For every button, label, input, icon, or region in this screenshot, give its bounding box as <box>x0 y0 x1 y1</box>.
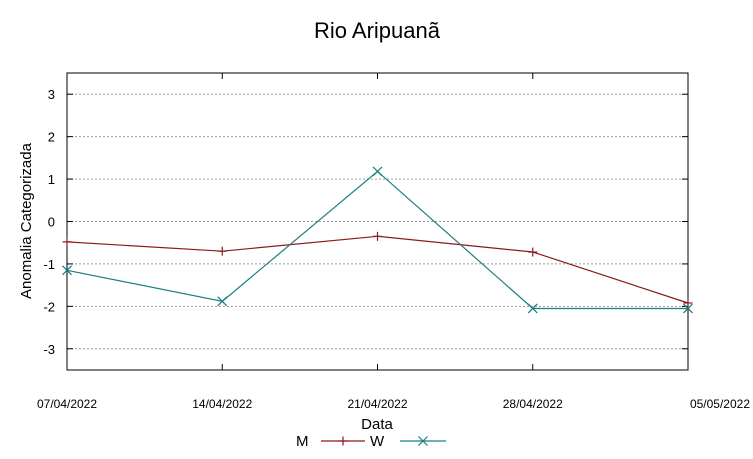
grid <box>67 93 688 350</box>
legend-swatch-m <box>321 436 365 446</box>
chart-title: Rio Aripuanã <box>314 18 441 43</box>
data-point-w <box>683 303 693 314</box>
y-tick-label: 3 <box>48 87 55 102</box>
data-point-m <box>373 231 382 241</box>
y-tick-label: -2 <box>43 299 55 314</box>
data-point-w <box>62 265 72 276</box>
data-point-w <box>527 303 538 314</box>
legend-swatch-w <box>400 436 446 446</box>
legend-label-w: W <box>370 433 385 450</box>
legend-marker <box>418 436 428 446</box>
y-tick-label: 0 <box>48 215 55 230</box>
data-point-w <box>372 166 383 177</box>
x-axis-ticks: 07/04/2022 14/04/2022 21/04/2022 28/04/2022… <box>37 73 750 411</box>
y-axis-ticks: -3 -2 -1 0 1 2 3 <box>43 87 688 357</box>
y-tick-label: 2 <box>48 130 55 145</box>
x-tick-label: 07/04/2022 <box>37 397 97 411</box>
y-axis-label: Anomalia Categorizada <box>18 142 35 299</box>
series-line-m <box>66 235 689 304</box>
data-point-w <box>217 296 228 307</box>
legend: M W <box>296 433 446 450</box>
series-layer <box>62 166 693 314</box>
x-axis-label: Data <box>361 416 393 433</box>
x-tick-label: 14/04/2022 <box>192 397 252 411</box>
data-point-m <box>528 247 538 257</box>
legend-label-m: M <box>296 433 309 450</box>
x-tick-label: 05/05/2022 <box>690 397 750 411</box>
y-tick-label: -3 <box>43 342 55 357</box>
data-point-m <box>217 246 227 256</box>
data-point-m <box>683 298 693 308</box>
x-tick-label: 21/04/2022 <box>347 397 407 411</box>
x-tick-label: 28/04/2022 <box>503 397 563 411</box>
y-tick-label: 1 <box>48 172 55 187</box>
data-point-m <box>62 237 72 247</box>
legend-marker <box>338 436 348 446</box>
y-tick-label: -1 <box>43 257 55 272</box>
